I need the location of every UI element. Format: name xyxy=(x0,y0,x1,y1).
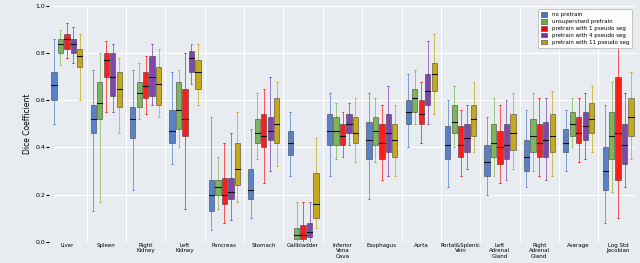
Bar xyxy=(616,77,621,180)
Bar xyxy=(143,72,148,98)
Bar xyxy=(156,67,161,105)
Bar xyxy=(71,39,76,53)
Bar xyxy=(563,129,568,152)
Bar xyxy=(497,131,502,164)
Bar xyxy=(570,112,575,136)
Bar xyxy=(228,178,234,199)
Bar xyxy=(576,117,581,143)
Bar xyxy=(110,53,115,96)
Bar xyxy=(484,145,490,176)
Bar xyxy=(386,114,391,152)
Bar xyxy=(419,100,424,124)
Bar xyxy=(182,89,188,136)
Bar xyxy=(104,53,109,77)
Bar xyxy=(97,82,102,119)
Bar xyxy=(248,169,253,199)
Y-axis label: Dice Coefficient: Dice Coefficient xyxy=(24,94,33,154)
Bar xyxy=(268,117,273,140)
Bar xyxy=(209,180,214,211)
Bar xyxy=(333,117,339,145)
Bar xyxy=(353,117,358,143)
Bar xyxy=(531,119,536,152)
Bar xyxy=(628,98,634,136)
Bar xyxy=(622,124,627,164)
Bar xyxy=(406,100,411,124)
Bar xyxy=(77,49,83,67)
Legend: no pretrain, unsupervised pretrain, pretrain with 1 pseudo seg, pretrain with 4 : no pretrain, unsupervised pretrain, pret… xyxy=(538,9,632,48)
Bar xyxy=(130,107,136,138)
Bar xyxy=(235,143,240,185)
Bar xyxy=(91,105,96,133)
Bar xyxy=(274,98,279,143)
Bar xyxy=(307,223,312,237)
Bar xyxy=(550,114,555,152)
Bar xyxy=(150,55,155,96)
Bar xyxy=(170,110,175,143)
Bar xyxy=(524,140,529,171)
Bar xyxy=(392,124,397,157)
Bar xyxy=(346,114,351,133)
Bar xyxy=(261,114,266,148)
Bar xyxy=(451,105,457,133)
Bar xyxy=(431,63,437,91)
Bar xyxy=(504,124,509,159)
Bar xyxy=(294,227,300,239)
Bar xyxy=(215,180,221,195)
Bar xyxy=(412,89,417,112)
Bar xyxy=(195,60,200,89)
Bar xyxy=(537,124,542,157)
Bar xyxy=(582,112,588,140)
Bar xyxy=(458,126,463,157)
Bar xyxy=(602,148,608,190)
Bar xyxy=(51,72,56,100)
Bar xyxy=(589,103,595,133)
Bar xyxy=(609,112,614,159)
Bar xyxy=(543,122,548,157)
Bar xyxy=(465,124,470,152)
Bar xyxy=(471,105,476,136)
Bar xyxy=(301,225,306,239)
Bar xyxy=(510,114,516,150)
Bar xyxy=(491,124,496,157)
Bar xyxy=(445,126,451,159)
Bar xyxy=(287,131,293,155)
Bar xyxy=(64,34,70,49)
Bar xyxy=(189,51,194,72)
Bar xyxy=(116,72,122,107)
Bar xyxy=(366,122,372,159)
Bar xyxy=(327,114,332,145)
Bar xyxy=(425,74,430,105)
Bar xyxy=(372,117,378,145)
Bar xyxy=(58,39,63,53)
Bar xyxy=(221,178,227,204)
Bar xyxy=(380,124,385,159)
Bar xyxy=(340,124,345,145)
Bar xyxy=(136,82,142,107)
Bar xyxy=(176,82,181,129)
Bar xyxy=(314,173,319,218)
Bar xyxy=(255,119,260,143)
